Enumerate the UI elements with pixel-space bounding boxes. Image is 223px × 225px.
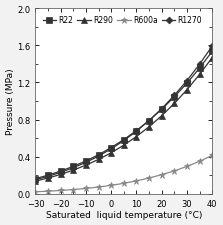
Line: R600a: R600a (32, 152, 216, 195)
R1270 (47, 175, 50, 178)
R600a (148, 177, 150, 180)
R290 (59, 173, 62, 176)
R600a (211, 154, 214, 157)
R1270 (198, 63, 201, 66)
R22 (173, 96, 176, 99)
R22 (186, 83, 188, 85)
R1270 (160, 108, 163, 110)
R290 (47, 177, 50, 180)
R290 (198, 74, 201, 76)
R22 (135, 130, 138, 132)
R1270 (186, 80, 188, 83)
R600a (186, 165, 188, 168)
R1270 (211, 45, 214, 48)
R22 (211, 51, 214, 54)
Line: R290: R290 (33, 56, 215, 184)
R1270 (72, 166, 75, 169)
R600a (110, 184, 113, 187)
R290 (186, 89, 188, 92)
R290 (85, 164, 87, 167)
R22 (122, 139, 125, 141)
R600a (97, 186, 100, 189)
R22 (34, 178, 37, 180)
R290 (72, 169, 75, 172)
R600a (72, 188, 75, 191)
R600a (160, 173, 163, 176)
R600a (59, 189, 62, 192)
R600a (135, 180, 138, 182)
R290 (135, 135, 138, 138)
R22 (72, 165, 75, 168)
Legend: R22, R290, R600a, R1270: R22, R290, R600a, R1270 (41, 15, 204, 27)
R22 (59, 170, 62, 173)
R290 (211, 57, 214, 60)
R1270 (85, 161, 87, 164)
R1270 (173, 94, 176, 97)
Line: R1270: R1270 (33, 44, 215, 182)
R290 (97, 158, 100, 161)
R600a (47, 190, 50, 193)
R600a (122, 182, 125, 185)
Y-axis label: Pressure (MPa): Pressure (MPa) (6, 68, 14, 135)
R600a (198, 160, 201, 163)
R600a (34, 191, 37, 193)
R600a (85, 187, 87, 190)
R290 (110, 152, 113, 154)
R290 (34, 180, 37, 183)
R22 (85, 160, 87, 162)
R290 (122, 144, 125, 147)
R290 (160, 115, 163, 117)
R1270 (122, 140, 125, 142)
X-axis label: Saturated  liquid temperature (°C): Saturated liquid temperature (°C) (46, 211, 202, 219)
R22 (97, 154, 100, 156)
Line: R22: R22 (33, 49, 215, 182)
R1270 (97, 155, 100, 158)
R1270 (148, 120, 150, 122)
R22 (110, 146, 113, 149)
R600a (173, 170, 176, 172)
R22 (198, 68, 201, 70)
R290 (173, 103, 176, 105)
R22 (160, 108, 163, 111)
R1270 (110, 148, 113, 151)
R22 (148, 120, 150, 122)
R290 (148, 126, 150, 128)
R1270 (34, 179, 37, 181)
R1270 (59, 171, 62, 174)
R1270 (135, 130, 138, 133)
R22 (47, 174, 50, 177)
